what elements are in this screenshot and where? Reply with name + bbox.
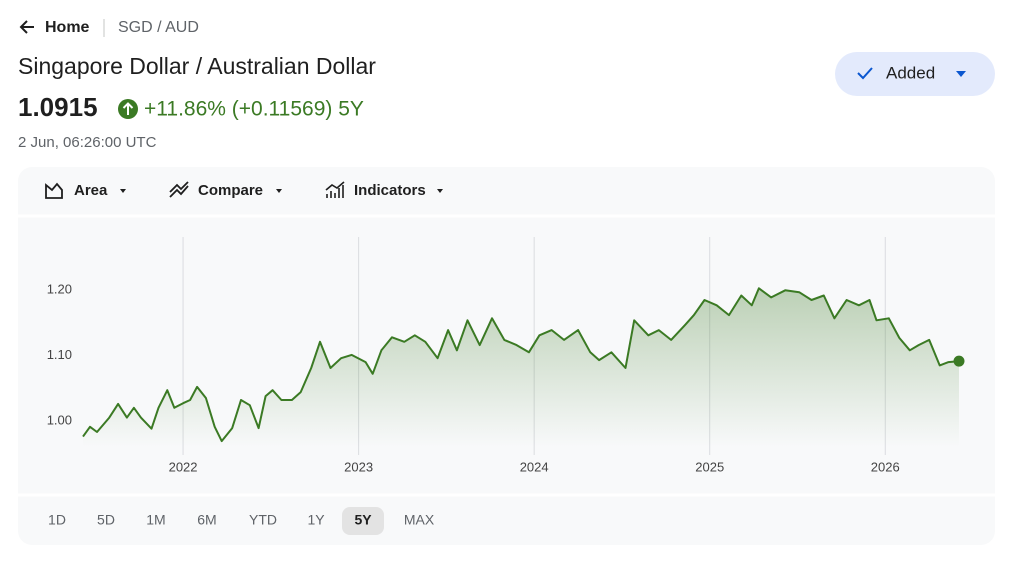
range-button[interactable]: 6M [197, 512, 216, 528]
price-change: +11.86% (+0.11569) 5Y [144, 98, 364, 121]
dropdown-caret [956, 71, 966, 77]
area-icon [45, 182, 63, 199]
x-tick-label: 2022 [169, 459, 198, 474]
button-label: Added [886, 63, 935, 82]
x-tick-label: 2025 [695, 459, 724, 474]
range-button[interactable]: 5Y [354, 512, 372, 528]
caret [120, 189, 126, 193]
compare-icon [169, 181, 189, 198]
timestamp: 2 Jun, 06:26:00 UTC [18, 134, 157, 151]
last-point [953, 355, 965, 367]
range-button[interactable]: 1Y [307, 512, 325, 528]
page-title: Singapore Dollar / Australian Dollar [18, 53, 376, 79]
range-selector: 1D 5D 1M 6M YTD 1Y 5Y MAX [48, 507, 435, 535]
back-arrow [19, 20, 34, 34]
y-tick-label: 1.00 [47, 412, 72, 427]
toolbar-button[interactable]: Area [74, 182, 108, 199]
range-button[interactable]: YTD [249, 512, 277, 528]
indicators-icon [325, 181, 345, 198]
range-button[interactable]: 1D [48, 512, 66, 528]
range-selected-bg [342, 507, 384, 535]
chart: 2022 2023 2024 2025 2026 1.00 1.10 1.20 [47, 237, 965, 474]
price: 1.0915 [18, 92, 98, 122]
x-tick-label: 2026 [871, 459, 900, 474]
area-fill [83, 288, 959, 447]
caret [276, 189, 282, 193]
range-button[interactable]: 1M [146, 512, 165, 528]
added-button[interactable]: Added [835, 52, 995, 96]
toolbar-button[interactable]: Compare [198, 182, 263, 199]
up-arrow [122, 102, 134, 115]
y-tick-label: 1.10 [47, 347, 72, 362]
x-tick-label: 2024 [520, 459, 549, 474]
toolbar-button[interactable]: Indicators [354, 182, 426, 199]
toolbar: Area Compare Indicators [45, 181, 443, 199]
price-line [82, 287, 960, 443]
button-bg [835, 52, 995, 96]
pair-label: SGD / AUD [118, 19, 199, 36]
back-link[interactable]: Home [19, 19, 90, 36]
caret [437, 189, 443, 193]
x-tick-label: 2023 [344, 459, 373, 474]
range-button[interactable]: MAX [404, 512, 435, 528]
range-button[interactable]: 5D [97, 512, 115, 528]
check-icon [857, 67, 873, 80]
y-tick-label: 1.20 [47, 282, 72, 297]
home-link[interactable]: Home [45, 19, 90, 36]
